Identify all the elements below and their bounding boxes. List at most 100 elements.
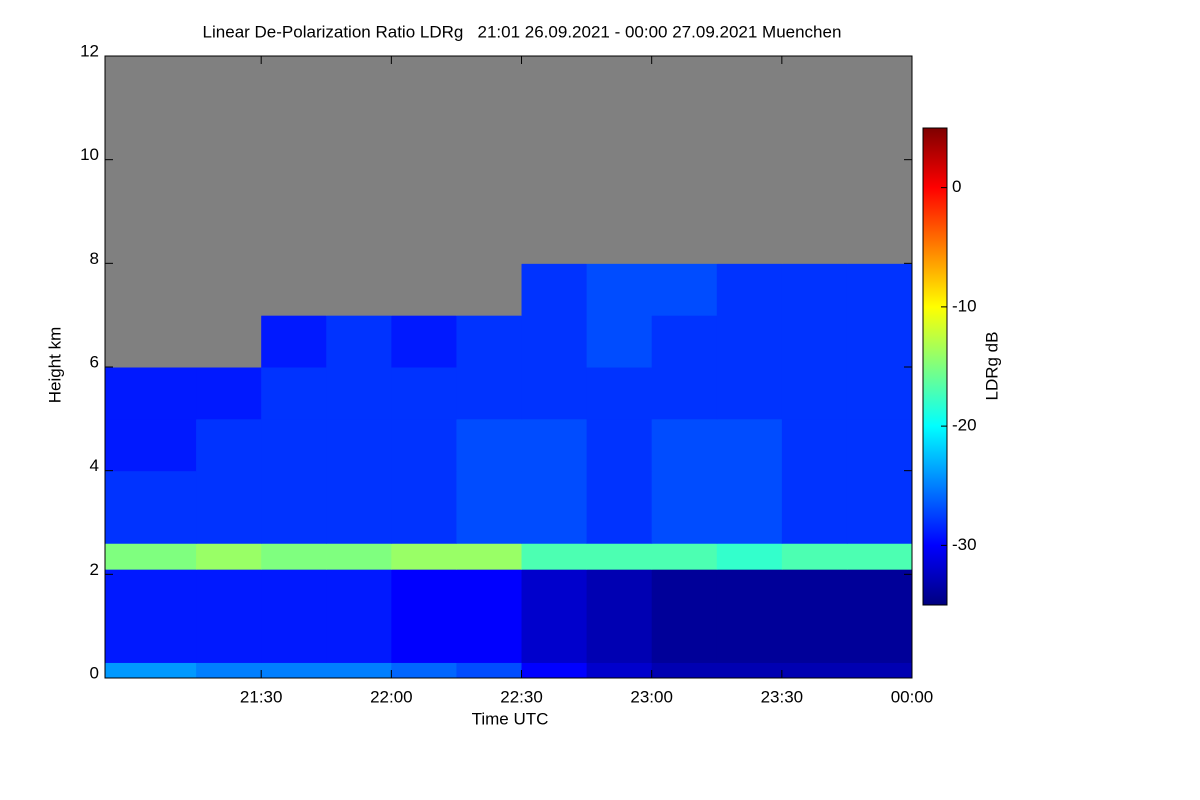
heatmap-cell	[261, 543, 327, 570]
heatmap-cell	[651, 56, 718, 212]
heatmap-cell	[261, 418, 327, 472]
heatmap-cell	[391, 569, 457, 663]
chart-title: Linear De-Polarization Ratio LDRg 21:01 …	[203, 22, 842, 41]
heatmap-cell	[781, 211, 848, 264]
heatmap-cell	[105, 662, 197, 679]
heatmap-cell	[456, 569, 523, 663]
heatmap-cell	[196, 263, 262, 316]
heatmap-cell	[326, 470, 392, 544]
heatmap-cell	[716, 569, 783, 663]
heatmap-cell	[105, 263, 197, 316]
y-tick-label: 2	[90, 560, 99, 579]
heatmap-cell	[105, 56, 197, 212]
heatmap-cell	[326, 569, 392, 663]
x-axis-label: Time UTC	[472, 709, 549, 728]
heatmap-cell	[716, 418, 783, 472]
heatmap-cell	[326, 211, 392, 264]
heatmap-cell	[586, 569, 653, 663]
heatmap-cell	[391, 543, 457, 570]
heatmap-cell	[196, 418, 262, 472]
heatmap-cell	[846, 315, 913, 368]
colorbar-tick-label: -30	[952, 535, 977, 554]
heatmap-cell	[651, 315, 718, 368]
x-tick-label: 21:30	[240, 687, 283, 706]
heatmap-cell	[326, 56, 392, 212]
y-tick-label: 4	[90, 456, 99, 475]
heatmap-cell	[261, 315, 327, 368]
heatmap-cell	[586, 315, 653, 368]
heatmap-cell	[781, 662, 848, 679]
heatmap-cell	[521, 263, 588, 316]
x-tick-label: 23:00	[630, 687, 673, 706]
heatmap-cell	[521, 418, 588, 472]
heatmap-cell	[196, 211, 262, 264]
heatmap-cell	[846, 543, 913, 570]
heatmap-cell	[456, 56, 523, 212]
heatmap-cell	[456, 662, 523, 679]
heatmap-cell	[781, 418, 848, 472]
x-tick-label: 23:30	[761, 687, 804, 706]
heatmap-cell	[326, 263, 392, 316]
heatmap-cell	[846, 662, 913, 679]
heatmap-cell	[261, 367, 327, 420]
heatmap-cell	[326, 418, 392, 472]
heatmap-cell	[196, 543, 262, 570]
heatmap-cell	[196, 662, 262, 679]
heatmap-cell	[521, 367, 588, 420]
heatmap-cell	[521, 662, 588, 679]
heatmap-cell	[716, 662, 783, 679]
y-tick-label: 8	[90, 249, 99, 268]
y-tick-label: 0	[90, 663, 99, 682]
heatmap-cell	[781, 470, 848, 544]
heatmap-cell	[261, 263, 327, 316]
heatmap-cell	[391, 315, 457, 368]
heatmap-cell	[261, 470, 327, 544]
heatmap-cell	[105, 211, 197, 264]
heatmap-cell	[521, 56, 588, 212]
heatmap-cell	[456, 211, 523, 264]
heatmap-cell	[391, 470, 457, 544]
heatmap-cell	[391, 263, 457, 316]
heatmap-cell	[716, 470, 783, 544]
heatmap-cell	[781, 263, 848, 316]
heatmap-cell	[586, 211, 653, 264]
heatmap-cell	[651, 543, 718, 570]
heatmap-cell	[391, 662, 457, 679]
heatmap-cell	[716, 367, 783, 420]
heatmap-cell	[326, 543, 392, 570]
heatmap-cell	[846, 470, 913, 544]
heatmap-cell	[651, 470, 718, 544]
heatmap-cell	[781, 315, 848, 368]
colorbar	[922, 127, 948, 606]
heatmap-cell	[456, 315, 523, 368]
heatmap-cell	[716, 315, 783, 368]
heatmap-cell	[846, 569, 913, 663]
heatmap-cell	[456, 418, 523, 472]
heatmap-cell	[456, 543, 523, 570]
heatmap-cell	[105, 418, 197, 472]
heatmap-cell	[651, 263, 718, 316]
heatmap-cell	[586, 543, 653, 570]
heatmap-cell	[586, 418, 653, 472]
heatmap-cell	[716, 543, 783, 570]
heatmap-cell	[456, 470, 523, 544]
heatmap-cell	[326, 367, 392, 420]
heatmap-cell	[105, 470, 197, 544]
heatmap-cell	[456, 263, 523, 316]
heatmap-cell	[326, 315, 392, 368]
heatmap-cell	[456, 367, 523, 420]
heatmap-cell	[391, 367, 457, 420]
colorbar-tick-label: -10	[952, 296, 977, 315]
heatmap-cell	[846, 418, 913, 472]
heatmap-cell	[521, 315, 588, 368]
y-axis-label: Height km	[45, 327, 64, 404]
colorbar-tick-label: -20	[952, 416, 977, 435]
heatmap-cell	[651, 569, 718, 663]
heatmap-cell	[846, 211, 913, 264]
heatmap-cell	[846, 367, 913, 420]
heatmap-cell	[105, 367, 197, 420]
heatmap-cell	[326, 662, 392, 679]
heatmap-cell	[261, 662, 327, 679]
heatmap-cell	[781, 367, 848, 420]
